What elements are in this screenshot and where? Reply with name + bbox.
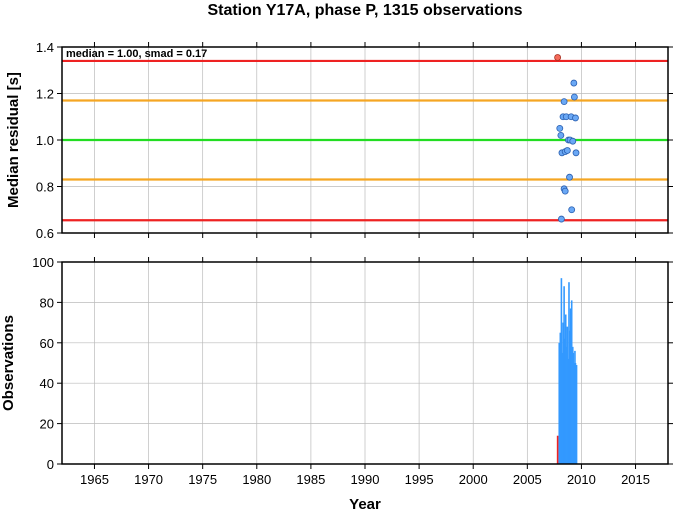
x-tick-label: 1995 (405, 472, 434, 487)
residual-point (570, 79, 578, 87)
chart-title: Station Y17A, phase P, 1315 observations (207, 2, 522, 19)
residual-y-axis-label: Median residual [s] (5, 72, 22, 208)
x-tick-label: 1980 (242, 472, 271, 487)
observation-outlier-bar (556, 435, 559, 464)
residual-panel: 0.6 0.8 1.0 1.2 1.4 median = 1.00, smad = 0.… (5, 40, 673, 241)
residual-y-tick-label: 0.8 (36, 180, 54, 195)
observations-y-tick-label: 20 (40, 417, 54, 432)
observations-y-tick-label: 80 (40, 295, 54, 310)
observations-x-ticks: 1965 1970 1975 1980 1985 1990 1995 2000 2005 2010… (80, 257, 650, 487)
observations-y-tick-label: 60 (40, 336, 54, 351)
residual-y-tick-label: 1.0 (36, 133, 54, 148)
observation-bar (574, 363, 577, 464)
residual-point (568, 206, 576, 214)
x-tick-label: 2015 (621, 472, 650, 487)
x-tick-label: 2005 (513, 472, 542, 487)
residual-point (569, 137, 577, 145)
residual-point (563, 147, 571, 154)
observation-bar (568, 330, 571, 464)
residual-y-tick-label: 1.2 (36, 87, 54, 102)
residual-outlier-point (554, 54, 562, 61)
observations-bars (556, 278, 578, 464)
observations-y-tick-label: 0 (47, 457, 54, 472)
observation-bar (563, 338, 566, 464)
observation-bar (570, 300, 573, 464)
observation-bar (559, 332, 562, 464)
observation-bar (573, 363, 575, 464)
residual-point (561, 187, 569, 195)
x-tick-label: 2010 (567, 472, 596, 487)
x-tick-label: 1990 (351, 472, 380, 487)
x-tick-label: 1970 (134, 472, 163, 487)
residual-point (557, 131, 565, 139)
observations-y-axis-label: Observations (0, 315, 17, 411)
observations-y-ticks: 0 20 40 60 80 100 (32, 255, 673, 472)
observations-y-tick-label: 40 (40, 376, 54, 391)
residual-point (572, 149, 580, 157)
observation-bar (575, 365, 578, 464)
x-tick-label: 1965 (80, 472, 109, 487)
residual-point (570, 93, 578, 101)
residual-point (558, 215, 565, 223)
observations-y-tick-label: 100 (32, 255, 54, 270)
x-tick-label: 1985 (296, 472, 325, 487)
observation-bar (560, 278, 563, 464)
residual-annotation: median = 1.00, smad = 0.17 (66, 48, 207, 60)
residual-y-ticks: 0.6 0.8 1.0 1.2 1.4 (36, 40, 673, 241)
observation-bar (562, 322, 564, 464)
x-tick-label: 2000 (459, 472, 488, 487)
residual-point (572, 114, 579, 122)
observation-bar (567, 358, 569, 464)
residual-point (566, 173, 573, 181)
observations-panel: 0 20 40 60 80 100 1965 1970 1975 1980 1985 1990 199… (0, 255, 673, 511)
observation-bar (565, 346, 568, 464)
residual-point (556, 124, 564, 132)
residual-y-tick-label: 0.6 (36, 226, 54, 241)
residual-points (554, 54, 580, 223)
x-axis-label: Year (349, 496, 381, 511)
residual-point (560, 98, 568, 106)
observation-bar (558, 342, 561, 464)
x-tick-label: 1975 (188, 472, 217, 487)
residual-y-tick-label: 1.4 (36, 40, 54, 55)
